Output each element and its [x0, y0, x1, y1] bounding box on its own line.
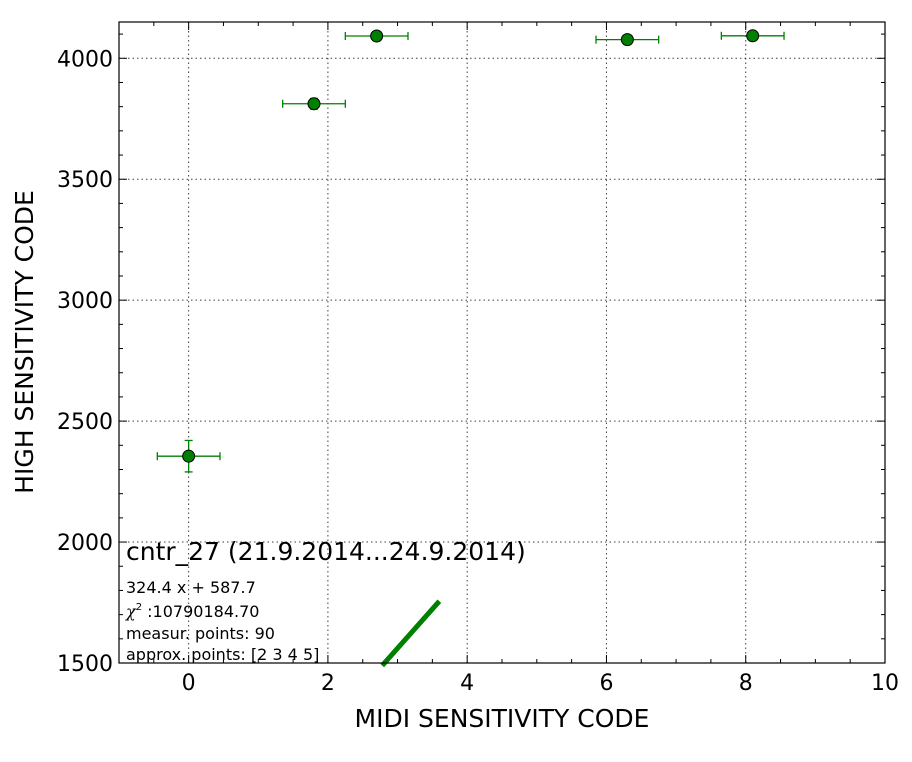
chi2-value: :10790184.70 — [142, 602, 259, 621]
grid-lines — [119, 22, 885, 663]
fit-line-layer — [380, 599, 442, 668]
x-tick-label: 0 — [182, 671, 196, 696]
annotation-chi2: χ2 :10790184.70 — [125, 602, 259, 621]
chi-exponent: 2 — [136, 602, 142, 613]
y-axis-label: HIGH SENSITIVITY CODE — [10, 190, 39, 494]
annotation-equation: 324.4 x + 587.7 — [126, 578, 256, 597]
fit-line — [380, 599, 442, 668]
data-point — [182, 449, 196, 463]
x-tick-label: 4 — [460, 671, 474, 696]
annotation-title: cntr_27 (21.9.2014...24.9.2014) — [126, 537, 526, 566]
y-tick-label: 1500 — [57, 652, 113, 677]
data-point-group — [720, 29, 785, 43]
chi-symbol: χ — [125, 602, 137, 621]
data-point — [370, 29, 384, 43]
x-tick-label: 2 — [321, 671, 335, 696]
y-tick-label: 3500 — [57, 168, 113, 193]
data-point — [307, 97, 321, 111]
y-tick-label: 3000 — [57, 289, 113, 314]
data-point-group — [281, 97, 346, 111]
x-tick-label: 10 — [871, 671, 899, 696]
x-axis-label: MIDI SENSITIVITY CODE — [355, 704, 650, 733]
annotation-approx-points: approx. points: [2 3 4 5] — [126, 645, 319, 664]
data-point-group — [156, 439, 221, 473]
x-tick-label: 8 — [739, 671, 753, 696]
y-tick-label: 2000 — [57, 531, 113, 556]
annotation-measur-points: measur. points: 90 — [126, 624, 275, 643]
data-point — [620, 33, 634, 47]
data-point — [746, 29, 760, 43]
x-tick-label: 6 — [599, 671, 613, 696]
data-point-group — [344, 29, 409, 43]
axis-ticks: 0 2 4 6 8 10 1500 2000 2500 3000 3500 4000 — [57, 22, 899, 696]
y-tick-label: 2500 — [57, 410, 113, 435]
data-points-layer — [156, 29, 785, 473]
data-point-group — [595, 33, 660, 47]
y-tick-label: 4000 — [57, 47, 113, 72]
plot-frame — [118, 21, 886, 664]
fit-annotation: cntr_27 (21.9.2014...24.9.2014) 324.4 x … — [125, 537, 526, 664]
